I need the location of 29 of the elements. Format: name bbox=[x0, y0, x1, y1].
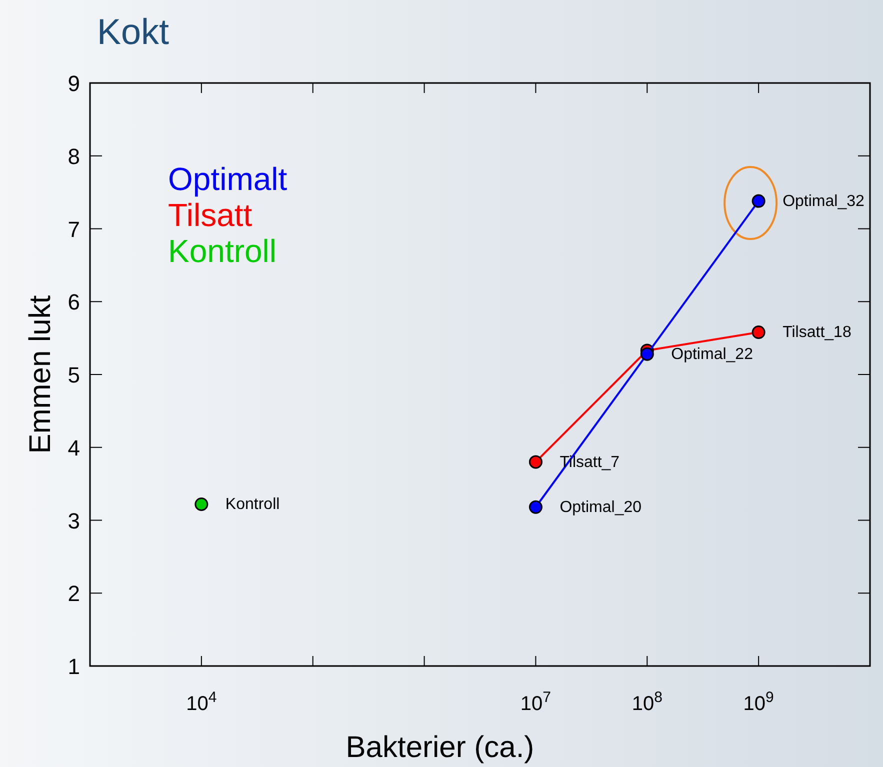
y-tick-label: 2 bbox=[68, 581, 80, 606]
y-tick-label: 7 bbox=[68, 216, 80, 242]
y-tick-label: 8 bbox=[68, 144, 80, 169]
x-tick-label: 10$^{9}$ bbox=[743, 688, 774, 715]
text: Optimalt bbox=[168, 161, 288, 197]
annotation: Optimal_22 bbox=[671, 346, 754, 364]
y-tick-label: 5 bbox=[68, 362, 80, 388]
chart-title: Kokt bbox=[97, 11, 170, 52]
annotation: Optimal_20 bbox=[560, 499, 642, 516]
point bbox=[640, 347, 654, 361]
y-axis-title: Emmen lukt bbox=[24, 294, 57, 454]
point bbox=[752, 325, 766, 339]
y-tick-label: 4 bbox=[68, 435, 80, 460]
point bbox=[528, 500, 542, 514]
annotation: Kontroll bbox=[225, 496, 280, 514]
x-axis-title: Bakterier (ca.) bbox=[346, 731, 534, 764]
text: Tilsatt bbox=[168, 197, 252, 233]
y-tick-label: 3 bbox=[68, 508, 80, 534]
annotation: Optimal_32 bbox=[782, 193, 864, 210]
y-tick-label: 1 bbox=[68, 654, 80, 679]
x-tick-label: 10$^{4}$ bbox=[186, 688, 217, 715]
text: Kontroll bbox=[168, 233, 276, 269]
y-tick-label: 9 bbox=[68, 71, 80, 96]
x-tick-label: 10$^{8}$ bbox=[632, 688, 662, 715]
x-tick-label: 10$^{7}$ bbox=[520, 688, 552, 715]
point bbox=[528, 455, 542, 469]
y-tick-label: 6 bbox=[68, 290, 80, 315]
annotation: Tilsatt_18 bbox=[782, 324, 852, 342]
point bbox=[752, 194, 766, 208]
